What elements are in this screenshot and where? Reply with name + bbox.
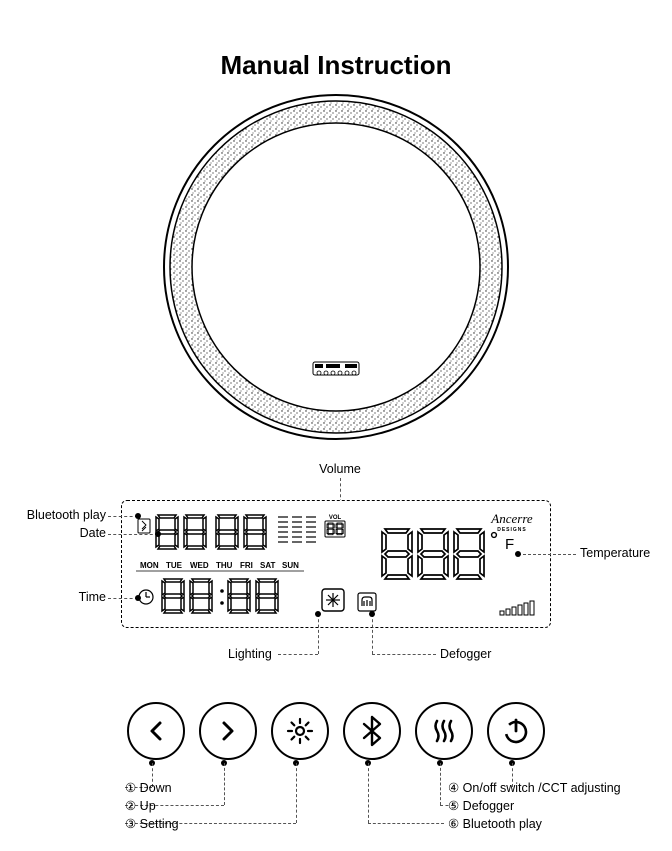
page-title: Manual Instruction bbox=[0, 50, 672, 81]
label-date: Date bbox=[0, 526, 106, 540]
button-row bbox=[127, 702, 545, 760]
setting-button[interactable] bbox=[271, 702, 329, 760]
legend-5: ⑤ Defogger bbox=[448, 798, 514, 813]
svg-text:SUN: SUN bbox=[282, 561, 299, 570]
legend-3: ③ Setting bbox=[125, 816, 179, 831]
svg-text:VOL: VOL bbox=[329, 515, 342, 521]
svg-text:F: F bbox=[505, 536, 514, 553]
down-button[interactable] bbox=[127, 702, 185, 760]
power-button[interactable] bbox=[487, 702, 545, 760]
label-time: Time bbox=[0, 590, 106, 604]
bluetooth-button[interactable] bbox=[343, 702, 401, 760]
svg-text:DESIGNS: DESIGNS bbox=[497, 527, 527, 533]
display-panel-section: Volume VOL bbox=[0, 462, 672, 692]
legend-6: ⑥ Bluetooth play bbox=[448, 816, 542, 831]
label-lighting: Lighting bbox=[228, 647, 272, 661]
svg-text:FRI: FRI bbox=[240, 561, 253, 570]
legend-4: ④ On/off switch /CCT adjusting bbox=[448, 780, 621, 795]
svg-text:SAT: SAT bbox=[260, 561, 276, 570]
defogger-button[interactable] bbox=[415, 702, 473, 760]
svg-text:Ancerre: Ancerre bbox=[490, 511, 533, 526]
label-temperature: Temperature bbox=[580, 546, 650, 560]
svg-text:MON: MON bbox=[140, 561, 159, 570]
label-volume: Volume bbox=[310, 462, 370, 476]
svg-text:TUE: TUE bbox=[166, 561, 183, 570]
label-defogger: Defogger bbox=[440, 647, 491, 661]
svg-text:THU: THU bbox=[216, 561, 233, 570]
label-bluetooth: Bluetooth play bbox=[0, 508, 106, 522]
legend-1: ① Down bbox=[125, 780, 172, 795]
mirror-diagram bbox=[161, 92, 511, 442]
svg-text:WED: WED bbox=[190, 561, 209, 570]
legend-2: ② Up bbox=[125, 798, 156, 813]
display-panel: VOL F Ancerre DESIGNS MON TUE WED bbox=[121, 500, 551, 628]
up-button[interactable] bbox=[199, 702, 257, 760]
